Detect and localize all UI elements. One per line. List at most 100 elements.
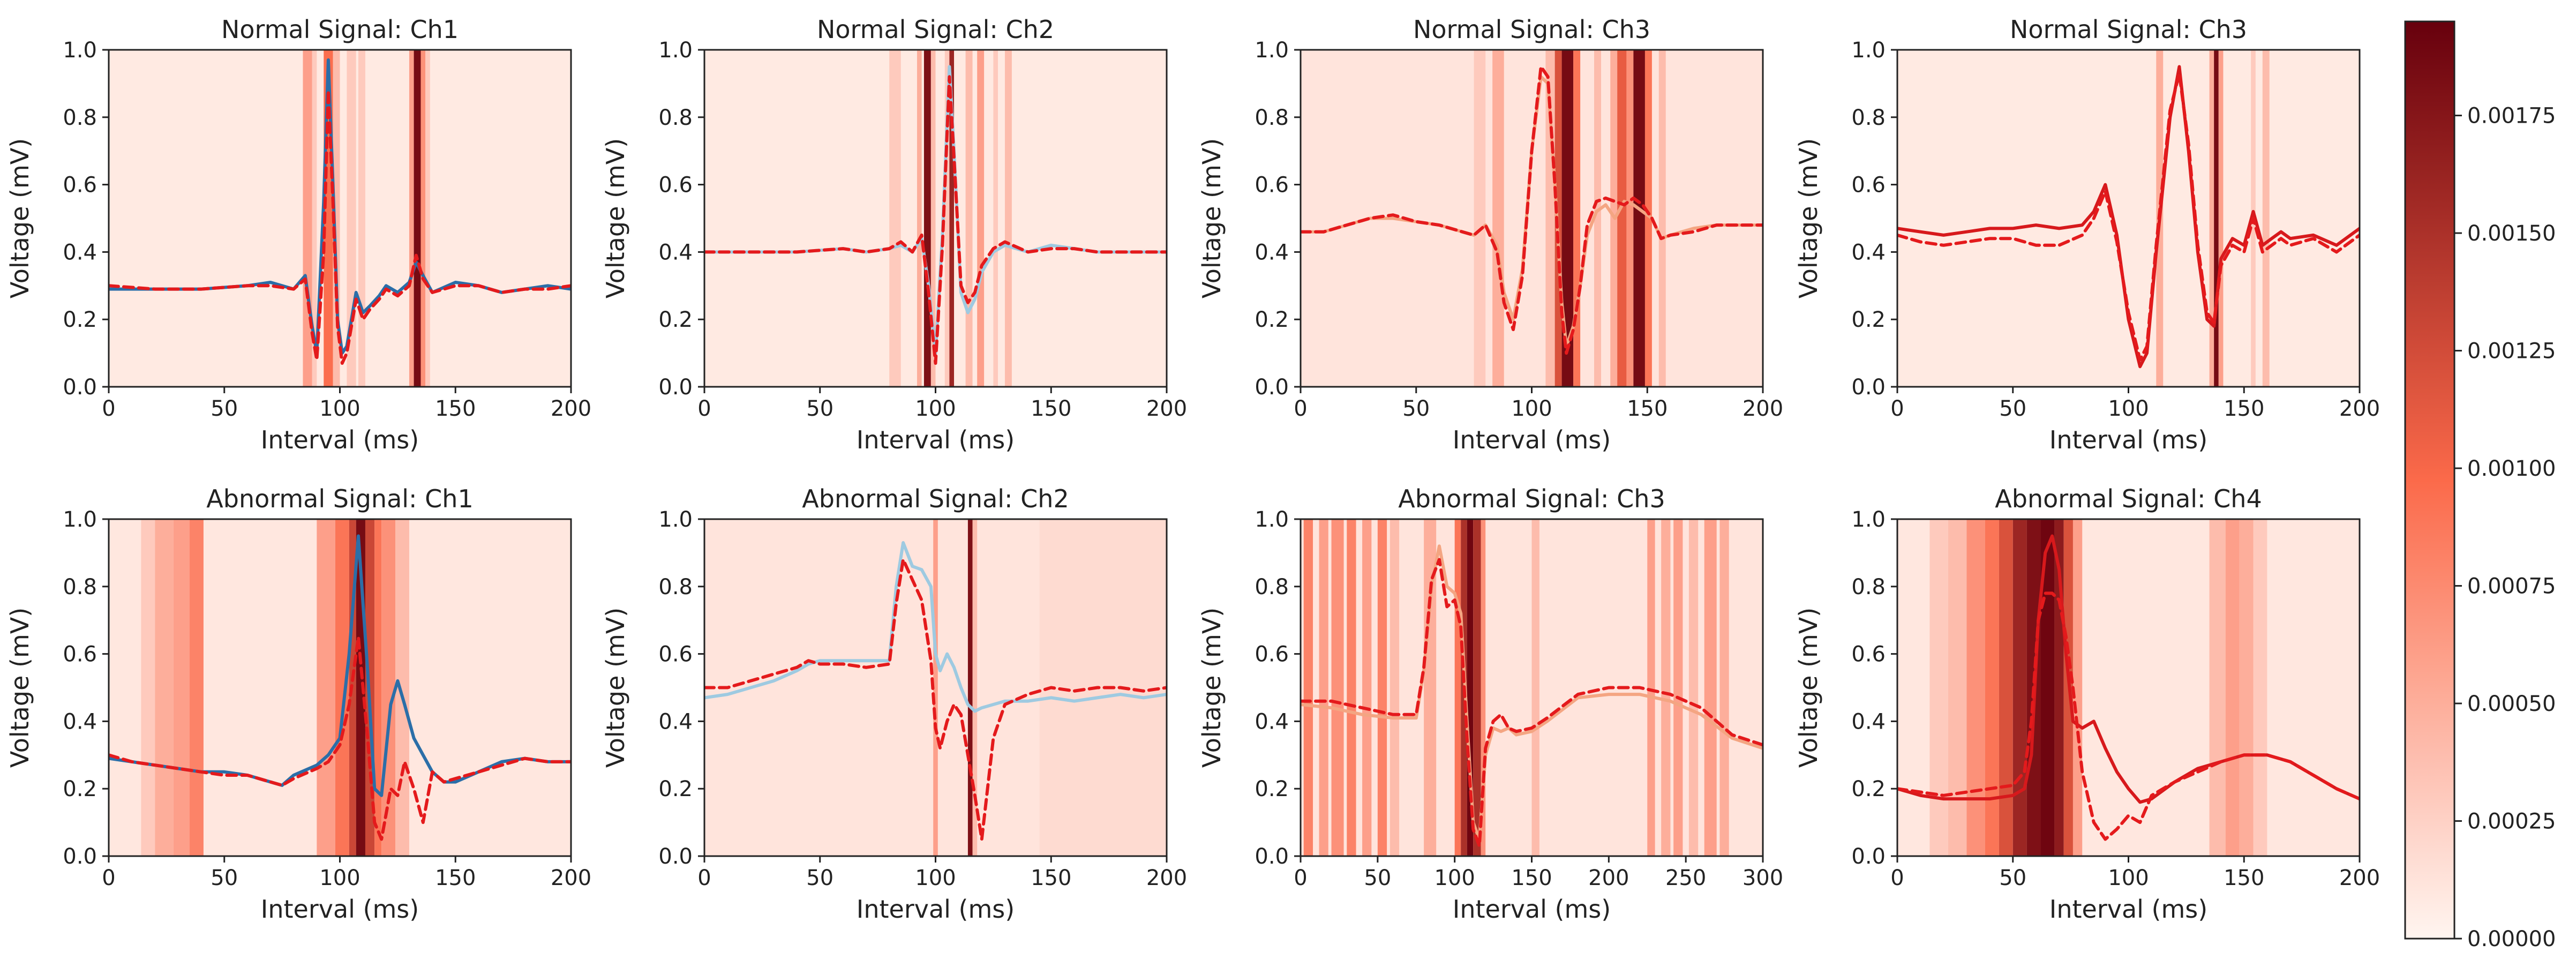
x-tick-label: 50 — [1364, 866, 1391, 890]
subplot-1: 0 50 100 150 200 0.0 0.2 0.4 0.6 0.8 1.0 Normal Sig… — [5, 15, 591, 454]
y-tick-label: 0.0 — [63, 375, 97, 400]
attribution-band — [1004, 50, 1012, 387]
x-tick-label: 150 — [1031, 396, 1071, 421]
colorbar-tick-label: 0.00175 — [2467, 104, 2556, 129]
attribution-band — [1966, 519, 1985, 856]
x-axis-label: Interval (ms) — [2049, 425, 2207, 454]
y-tick-label: 0.2 — [1851, 777, 1886, 801]
y-tick-label: 0.2 — [1255, 777, 1289, 801]
y-tick-label: 0.2 — [1255, 308, 1289, 332]
attribution-band — [1617, 50, 1627, 387]
x-tick-label: 300 — [1743, 866, 1783, 890]
attribution-band — [1481, 519, 1486, 856]
x-tick-label: 200 — [1146, 396, 1187, 421]
x-tick-label: 200 — [551, 396, 591, 421]
attribution-band — [1467, 519, 1474, 856]
y-tick-label: 1.0 — [1851, 507, 1886, 532]
x-tick-label: 150 — [2224, 396, 2264, 421]
x-tick-label: 50 — [1999, 396, 2026, 421]
reconstruction-line — [1897, 591, 2360, 841]
y-tick-label: 0.0 — [1851, 375, 1886, 400]
attribution-band — [2072, 519, 2083, 856]
attribution-band — [1688, 519, 1699, 856]
x-tick-label: 0 — [102, 866, 115, 890]
y-tick-label: 0.2 — [63, 308, 97, 332]
y-axis-label: Voltage (mV) — [601, 138, 630, 298]
attribution-band — [1644, 50, 1652, 387]
y-axis-label: Voltage (mV) — [5, 138, 34, 298]
x-axis-label: Interval (ms) — [261, 425, 419, 454]
colorbar-tick-label: 0.00050 — [2467, 692, 2556, 716]
attribution-band — [2209, 50, 2214, 387]
y-tick-label: 0.2 — [63, 777, 97, 801]
attribution-band — [1454, 519, 1461, 856]
attribution-band — [1362, 519, 1372, 856]
attribution-band — [312, 50, 317, 387]
attribution-band — [1377, 519, 1387, 856]
attribution-band — [1319, 519, 1328, 856]
colorbar-tick-label: 0.00000 — [2467, 927, 2556, 951]
x-tick-label: 150 — [1627, 396, 1668, 421]
signal-line — [109, 534, 571, 797]
attribution-band — [2218, 50, 2224, 387]
attribution-band — [317, 519, 335, 856]
attribution-band — [425, 50, 430, 387]
attribution-band — [2012, 519, 2027, 856]
y-tick-label: 0.8 — [1255, 575, 1289, 599]
attribution-band — [2209, 519, 2226, 856]
attribution-band — [1948, 519, 1967, 856]
subplot-4: 0 50 100 150 200 0.0 0.2 0.4 0.6 0.8 1.0 Normal Sig… — [1794, 15, 2380, 454]
y-tick-label: 1.0 — [63, 507, 97, 532]
y-tick-label: 0.2 — [1851, 308, 1886, 332]
attribution-band — [1331, 519, 1344, 856]
y-tick-label: 0.4 — [63, 709, 97, 734]
y-tick-label: 0.2 — [658, 308, 693, 332]
attribution-band — [141, 519, 155, 856]
y-tick-label: 0.4 — [1851, 240, 1886, 265]
colorbar-tick-label: 0.00100 — [2467, 456, 2556, 481]
attribution-band — [933, 519, 938, 856]
y-tick-label: 0.6 — [63, 642, 97, 667]
y-axis-label: Voltage (mV) — [1197, 608, 1226, 768]
x-tick-label: 0 — [1294, 396, 1307, 421]
attribution-band — [1347, 519, 1356, 856]
x-axis-label: Interval (ms) — [1453, 425, 1611, 454]
y-tick-label: 0.8 — [1255, 106, 1289, 130]
y-tick-label: 0.8 — [63, 106, 97, 130]
attribution-band — [889, 50, 901, 387]
y-tick-label: 0.8 — [1851, 106, 1886, 130]
y-tick-label: 0.0 — [658, 844, 693, 869]
plot-area — [109, 519, 571, 856]
y-tick-label: 1.0 — [658, 38, 693, 63]
y-axis-label: Voltage (mV) — [601, 608, 630, 768]
x-tick-label: 50 — [1402, 396, 1430, 421]
attribution-band — [2262, 50, 2270, 387]
x-tick-label: 50 — [211, 396, 238, 421]
attribution-band — [944, 50, 950, 387]
x-tick-label: 200 — [1146, 866, 1187, 890]
attribution-band — [967, 519, 973, 856]
y-tick-label: 0.8 — [1851, 575, 1886, 599]
y-axis-label: Voltage (mV) — [1197, 138, 1226, 298]
attribution-band — [1531, 519, 1539, 856]
attribution-band — [1673, 519, 1683, 856]
x-axis-label: Interval (ms) — [1453, 895, 1611, 924]
subplot-title: Normal Signal: Ch3 — [1413, 15, 1650, 44]
attribution-band — [1647, 519, 1655, 856]
plot-area — [1897, 50, 2360, 387]
x-tick-label: 200 — [551, 866, 591, 890]
attribution-band — [1492, 50, 1504, 387]
attribution-band — [395, 519, 409, 856]
subplot-title: Normal Signal: Ch1 — [221, 15, 459, 44]
subplot-title: Abnormal Signal: Ch2 — [802, 484, 1069, 513]
x-tick-label: 50 — [806, 866, 833, 890]
attribution-band — [993, 50, 998, 387]
y-tick-label: 0.6 — [658, 173, 693, 198]
x-axis-label: Interval (ms) — [857, 425, 1015, 454]
attribution-band — [1561, 50, 1574, 387]
plot-area — [704, 519, 1167, 856]
y-axis-label: Voltage (mV) — [5, 608, 34, 768]
attribution-band — [1658, 50, 1666, 387]
attribution-band — [1626, 50, 1634, 387]
y-tick-label: 0.6 — [658, 642, 693, 667]
